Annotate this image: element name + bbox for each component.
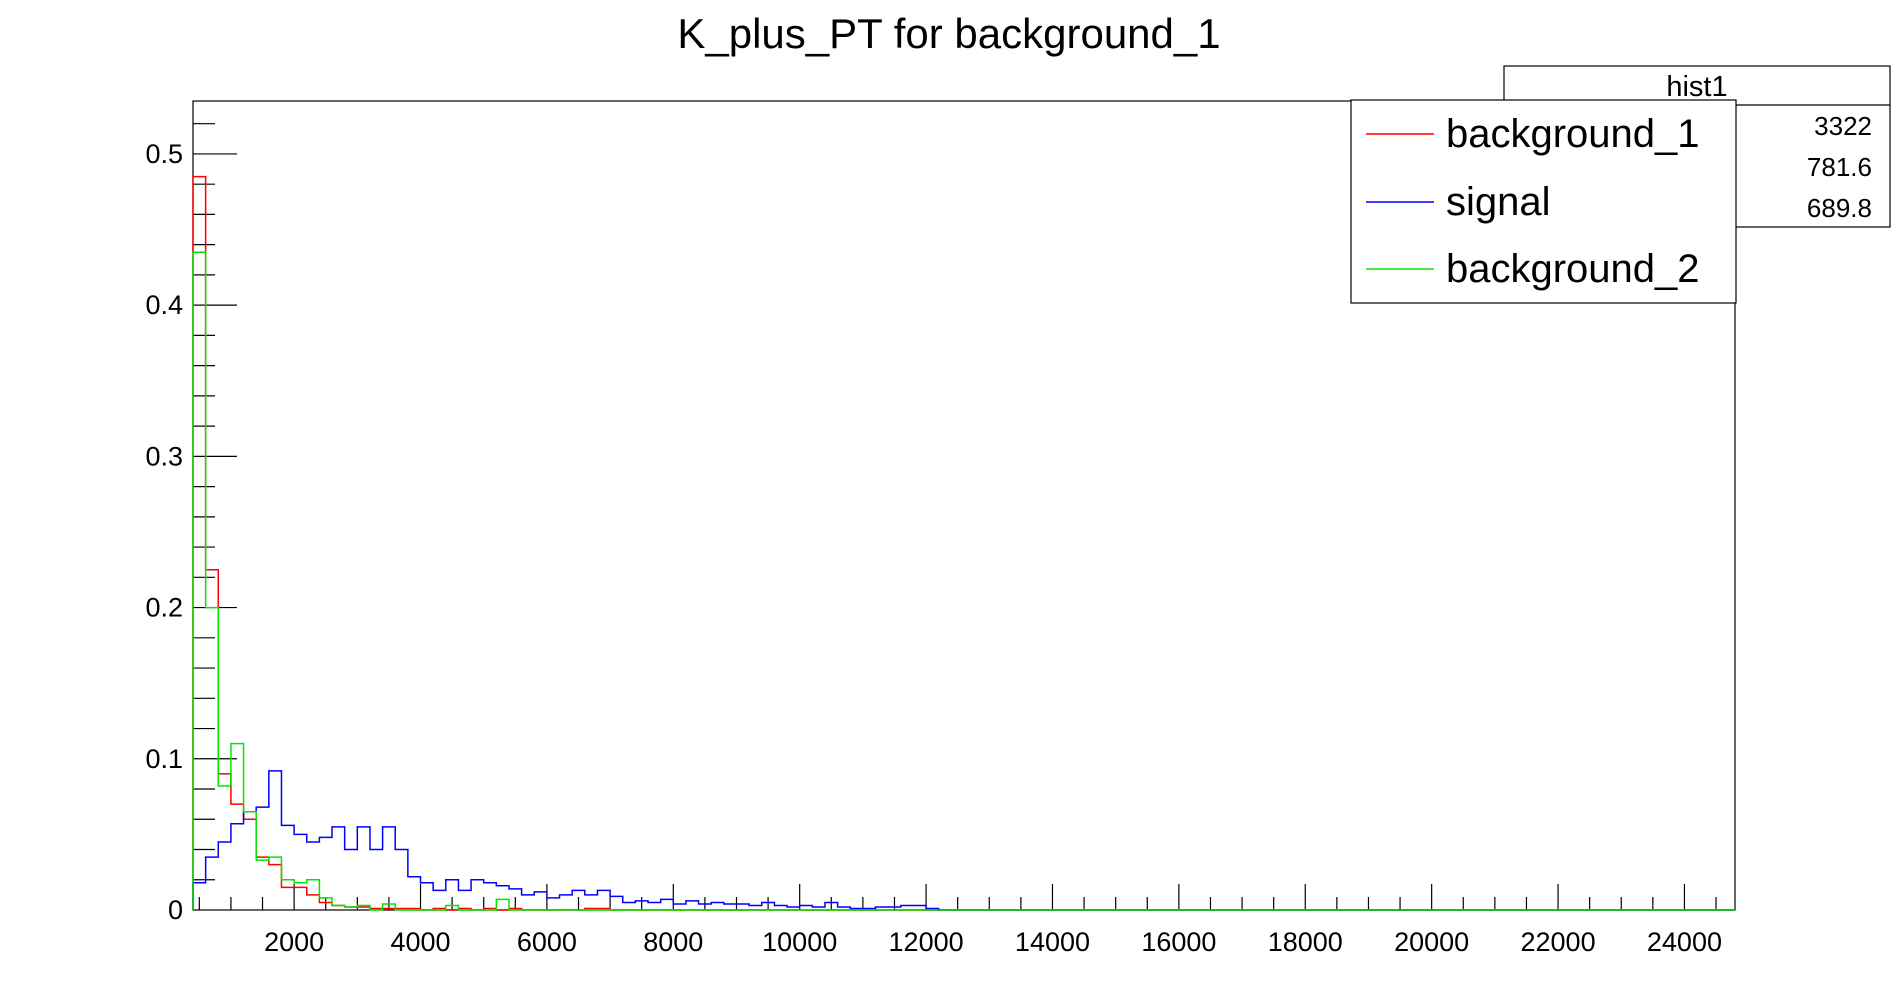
y-axis-ticks: 0 0.1 0.2 0.3 0.4 0.5: [145, 123, 237, 925]
x-tick-label: 8000: [643, 927, 703, 957]
x-tick-label: 22000: [1521, 927, 1596, 957]
x-tick-label: 6000: [517, 927, 577, 957]
x-axis-ticks: 2000 4000 6000 8000 10000 12000 14000 16000 1800…: [198, 884, 1722, 957]
chart-title: K_plus_PT for background_1: [677, 10, 1220, 57]
stats-entries-value: 3322: [1814, 111, 1872, 141]
y-tick-label: 0: [168, 895, 183, 925]
x-tick-label: 2000: [264, 927, 324, 957]
x-tick-label: 18000: [1268, 927, 1343, 957]
y-tick-label: 0.3: [145, 441, 183, 471]
x-tick-label: 16000: [1141, 927, 1216, 957]
x-tick-label: 12000: [889, 927, 964, 957]
legend: background_1 signal background_2: [1350, 99, 1737, 304]
y-tick-label: 0.4: [145, 290, 183, 320]
legend-label-background-1: background_1: [1446, 112, 1700, 156]
stats-mean-value: 781.6: [1807, 152, 1872, 182]
y-tick-label: 0.2: [145, 593, 183, 623]
y-tick-label: 0.5: [145, 139, 183, 169]
x-tick-label: 4000: [390, 927, 450, 957]
stats-box-title: hist1: [1666, 71, 1727, 103]
x-tick-label: 10000: [762, 927, 837, 957]
x-tick-label: 20000: [1394, 927, 1469, 957]
stats-stddev-value: 689.8: [1807, 193, 1872, 223]
y-tick-label: 0.1: [145, 744, 183, 774]
histogram-series: [192, 175, 1735, 911]
legend-label-signal: signal: [1446, 180, 1551, 224]
series-line-signal: [192, 770, 1735, 911]
series-line-background-2: [192, 251, 1735, 911]
x-tick-label: 14000: [1015, 927, 1090, 957]
legend-label-background-2: background_2: [1446, 247, 1700, 291]
x-tick-label: 24000: [1647, 927, 1722, 957]
